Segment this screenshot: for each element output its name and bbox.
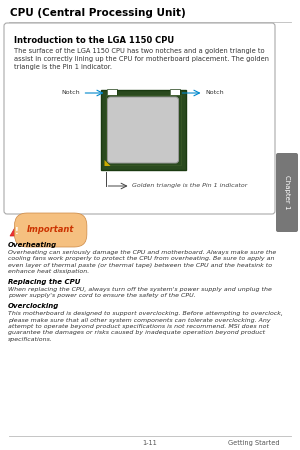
Bar [106,89,116,95]
Text: Golden triangle is the Pin 1 indicator: Golden triangle is the Pin 1 indicator [133,184,248,189]
FancyBboxPatch shape [100,90,185,170]
Text: Overheating can seriously damage the CPU and motherboard. Always make sure the
c: Overheating can seriously damage the CPU… [8,250,276,274]
Bar [169,89,179,96]
Text: Important: Important [27,225,74,234]
Text: Overclocking: Overclocking [8,303,59,309]
Text: CPU (Central Processing Unit): CPU (Central Processing Unit) [10,8,186,18]
Polygon shape [104,160,110,166]
Text: The surface of the LGA 1150 CPU has two notches and a golden triangle to
assist : The surface of the LGA 1150 CPU has two … [14,48,269,70]
Text: !: ! [15,228,19,237]
Text: Getting Started: Getting Started [228,440,280,446]
Text: Introduction to the LGA 1150 CPU: Introduction to the LGA 1150 CPU [14,36,174,45]
Text: Chapter 1: Chapter 1 [284,175,290,209]
Bar [169,89,179,95]
FancyBboxPatch shape [4,23,275,214]
Bar [106,89,116,96]
Text: Overheating: Overheating [8,242,57,248]
Text: Notch: Notch [62,90,80,95]
FancyBboxPatch shape [276,153,298,232]
Bar [106,95,181,165]
Text: When replacing the CPU, always turn off the system's power supply and unplug the: When replacing the CPU, always turn off … [8,287,272,298]
Polygon shape [10,224,24,236]
Text: This motherboard is designed to support overclocking. Before attempting to overc: This motherboard is designed to support … [8,311,283,342]
Text: 1-11: 1-11 [142,440,158,446]
Text: Replacing the CPU: Replacing the CPU [8,279,80,285]
FancyBboxPatch shape [107,97,178,163]
Text: Notch: Notch [206,90,224,95]
